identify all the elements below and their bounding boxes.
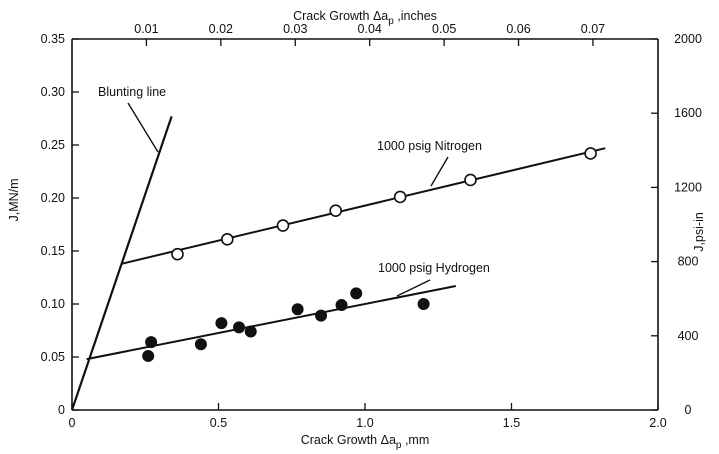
left-tick-label: 0.15: [41, 244, 65, 258]
hydrogen-data-point: [315, 309, 328, 322]
bottom-axis-ticks: 0 0.5 1.0 1.5 2.0: [69, 403, 667, 430]
hydrogen-data-point: [244, 325, 257, 338]
nitrogen-data-point: [171, 247, 184, 261]
nitrogen-data-point: [276, 219, 290, 232]
hydrogen-data-point: [233, 321, 246, 334]
bottom-axis-title: Crack Growth Δap ,mm: [301, 433, 430, 451]
right-tick-label: 1600: [674, 106, 702, 120]
blunting-pointer: [127, 102, 159, 153]
left-tick-label: 0: [58, 403, 65, 417]
hydrogen-pointer: [396, 279, 431, 297]
hydrogen-data-point: [194, 338, 207, 351]
top-axis-ticks: 0.01 0.02 0.03 0.04 0.05 0.06 0.07: [134, 22, 605, 46]
nitrogen-data-point: [393, 190, 407, 204]
hydrogen-data-point: [145, 336, 158, 349]
hydrogen-data-point: [142, 349, 155, 362]
chart-points: [142, 147, 597, 362]
left-axis-ticks: 0 0.05 0.10 0.15 0.20 0.25 0.30 0.35: [41, 32, 79, 417]
right-tick-label: 400: [678, 329, 699, 343]
nitrogen-pointer: [430, 156, 449, 187]
hydrogen-data-point: [291, 303, 304, 316]
nitrogen-fit-line: [121, 147, 606, 265]
hydrogen-fit-line: [86, 284, 457, 361]
bottom-tick-label: 0: [69, 416, 76, 430]
left-tick-label: 0.05: [41, 350, 65, 364]
left-tick-label: 0.35: [41, 32, 65, 46]
top-tick-label: 0.03: [283, 22, 307, 36]
chart-lines: [70, 116, 606, 411]
bottom-tick-label: 1.5: [503, 416, 520, 430]
top-tick-label: 0.07: [581, 22, 605, 36]
top-tick-label: 0.06: [506, 22, 530, 36]
nitrogen-data-point: [584, 147, 597, 160]
hydrogen-data-point: [335, 299, 348, 312]
right-axis-title: J,psi-in: [692, 212, 706, 252]
right-tick-label: 0: [685, 403, 692, 417]
plot-frame: [71, 38, 659, 411]
annotations: Blunting line 1000 psig Nitrogen 1000 ps…: [98, 85, 490, 297]
left-tick-label: 0.20: [41, 191, 65, 205]
hydrogen-data-point: [417, 298, 430, 310]
right-tick-label: 1200: [674, 180, 702, 194]
nitrogen-data-point: [329, 204, 343, 218]
hydrogen-data-point: [350, 287, 363, 300]
nitrogen-data-point: [220, 233, 234, 246]
right-axis-ticks: 0 400 800 1200 1600 2000: [651, 32, 702, 417]
top-tick-label: 0.04: [358, 22, 382, 36]
bottom-tick-label: 0.5: [210, 416, 227, 430]
bottom-tick-label: 1.0: [356, 416, 373, 430]
top-tick-label: 0.05: [432, 22, 456, 36]
nitrogen-data-point: [464, 173, 477, 187]
blunting-line-label: Blunting line: [98, 85, 166, 99]
hydrogen-data-point: [215, 317, 228, 330]
bottom-tick-label: 2.0: [649, 416, 666, 430]
top-axis-title: Crack Growth Δap ,inches: [293, 9, 437, 27]
top-tick-label: 0.02: [209, 22, 233, 36]
left-tick-label: 0.25: [41, 138, 65, 152]
nitrogen-label: 1000 psig Nitrogen: [377, 139, 482, 153]
left-tick-label: 0.30: [41, 85, 65, 99]
right-tick-label: 2000: [674, 32, 702, 46]
hydrogen-label: 1000 psig Hydrogen: [378, 261, 490, 275]
top-tick-label: 0.01: [134, 22, 158, 36]
left-tick-label: 0.10: [41, 297, 65, 311]
left-axis-title: J,MN/m: [7, 178, 21, 221]
right-tick-label: 800: [678, 255, 699, 269]
